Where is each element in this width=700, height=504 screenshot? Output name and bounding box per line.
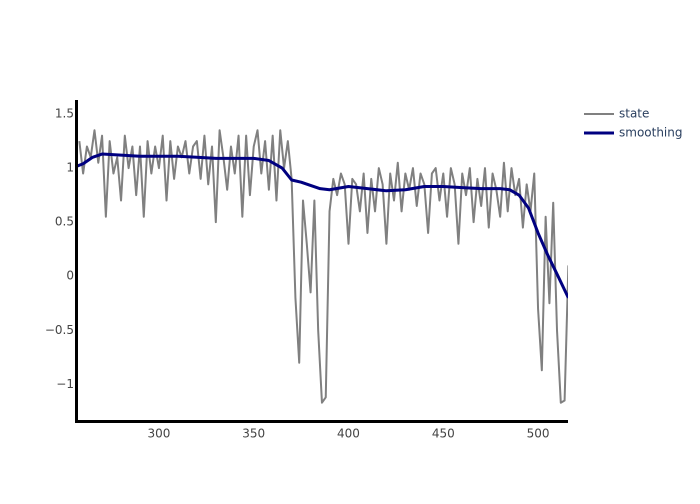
x-tick-label: 350 (242, 427, 265, 441)
series-line (78, 152, 568, 299)
legend-label: smoothing (619, 126, 683, 140)
plot-area (78, 129, 568, 404)
y-tick-label: 1 (66, 161, 74, 175)
series-line (78, 129, 568, 404)
y-tick-label: −0.5 (45, 323, 74, 337)
legend-label: state (619, 107, 649, 121)
x-tick-label: 400 (337, 427, 360, 441)
y-tick-label: 1.5 (55, 107, 74, 121)
y-tick-label: 0 (66, 269, 74, 283)
x-tick-label: 300 (147, 427, 170, 441)
y-tick-label: 0.5 (55, 215, 74, 229)
x-tick-label: 450 (432, 427, 455, 441)
x-tick-label: 500 (527, 427, 550, 441)
y-tick-label: −1 (56, 377, 74, 391)
